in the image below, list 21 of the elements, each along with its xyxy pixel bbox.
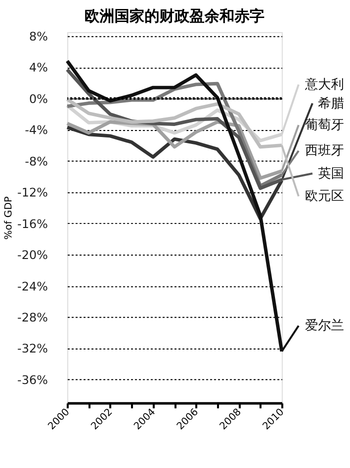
- text: 意大利: [304, 77, 344, 92]
- y-tick-label: -12%: [17, 186, 48, 200]
- y-tick-label: -24%: [17, 279, 48, 294]
- y-tick-label: 4%: [29, 60, 48, 75]
- text: 葡萄牙: [305, 118, 344, 134]
- chart-title: 欧洲国家的财政盈余和赤字: [84, 7, 265, 26]
- text: 西班牙: [305, 144, 344, 159]
- y-axis-title: %of GDP: [3, 196, 14, 240]
- text: 希腊: [318, 96, 344, 112]
- y-tick-label: 0%: [29, 92, 48, 106]
- y-tick-label: -32%: [17, 342, 48, 356]
- y-tick-label: 8%: [29, 29, 48, 44]
- y-tick-label: -36%: [17, 372, 48, 387]
- y-tick-label: -28%: [17, 310, 48, 324]
- text: 欧元区: [305, 189, 344, 204]
- legend-label: 英国: [318, 166, 344, 182]
- y-tick-label: -8%: [24, 154, 48, 168]
- y-tick-label: -16%: [17, 216, 48, 231]
- y-tick-label: -4%: [24, 123, 48, 138]
- series-label: 爱尔兰: [305, 318, 344, 334]
- y-tick-label: -20%: [17, 248, 48, 262]
